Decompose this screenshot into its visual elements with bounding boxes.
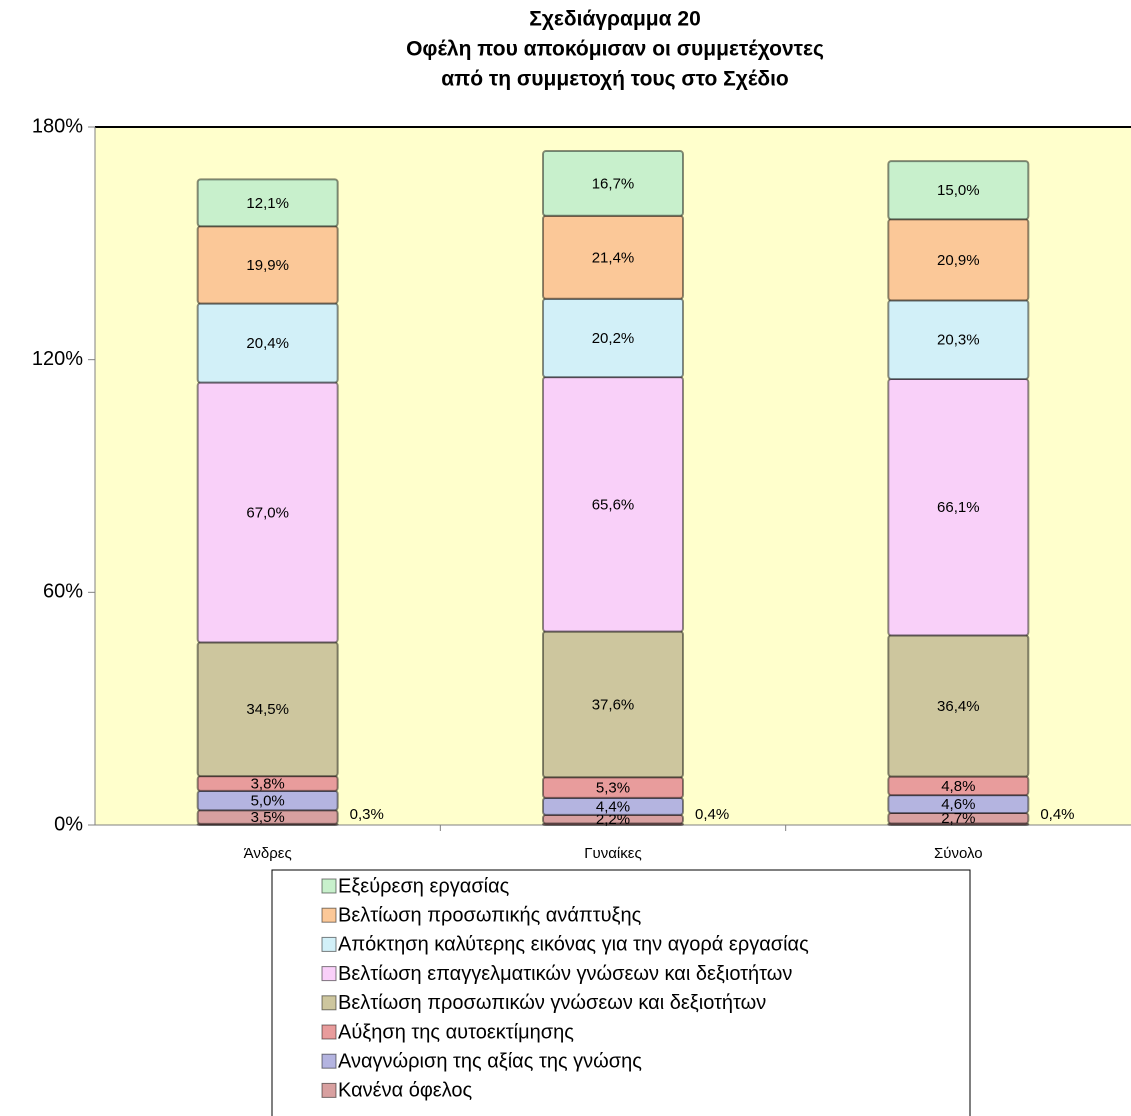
data-label: 0,4% xyxy=(695,806,729,823)
bar-segment xyxy=(887,160,1030,221)
legend-swatch xyxy=(321,966,337,982)
data-label: 5,3% xyxy=(596,780,630,797)
legend-swatch xyxy=(321,878,337,894)
legend-swatch xyxy=(321,1024,337,1040)
x-tick-label: Γυναίκες xyxy=(584,845,641,862)
bar-segment xyxy=(542,813,684,825)
legend-label: Εξεύρεση εργασίας xyxy=(338,875,510,897)
legend-label: Κανένα όφελος xyxy=(338,1080,473,1102)
chart-title: από τη συμμετοχή τους στο Σχέδιο xyxy=(441,68,789,91)
chart-title: Σχεδιάγραμμα 20 xyxy=(529,8,701,31)
y-tick-label: 60% xyxy=(43,581,83,603)
data-label: 67,0% xyxy=(246,504,289,521)
data-label: 12,1% xyxy=(246,195,289,212)
y-tick-label: 0% xyxy=(54,813,83,835)
chart-title: Οφέλη που αποκόμισαν οι συμμετέχοντες xyxy=(406,38,824,61)
data-label: 15,0% xyxy=(937,182,980,199)
legend-label: Αναγνώριση της αξίας της γνώσης xyxy=(338,1050,642,1072)
data-label: 2,2% xyxy=(596,811,630,828)
bar-segment xyxy=(196,178,339,228)
data-label: 0,4% xyxy=(1040,806,1074,823)
legend-swatch xyxy=(321,1053,337,1069)
legend-swatch xyxy=(321,907,337,923)
data-label: 21,4% xyxy=(592,249,635,266)
legend-label: Βελτίωση προσωπικών γνώσεων και δεξιοτήτ… xyxy=(338,992,766,1014)
data-label: 20,3% xyxy=(937,332,980,349)
y-tick-label: 180% xyxy=(32,115,83,137)
data-label: 5,0% xyxy=(251,793,285,810)
data-label: 65,6% xyxy=(592,496,635,513)
legend-label: Βελτίωση επαγγελματικών γνώσεων και δεξι… xyxy=(338,963,792,985)
legend-swatch xyxy=(321,995,337,1011)
data-label: 66,1% xyxy=(937,499,980,516)
legend-label: Βελτίωση προσωπικής ανάπτυξης xyxy=(338,904,642,926)
data-label: 37,6% xyxy=(592,696,635,713)
data-label: 19,9% xyxy=(246,257,289,274)
data-label: 2,7% xyxy=(941,810,975,827)
data-label: 4,6% xyxy=(941,796,975,813)
data-label: 4,8% xyxy=(941,778,975,795)
data-label: 0,3% xyxy=(350,806,384,823)
data-label: 3,5% xyxy=(251,809,285,826)
legend-swatch xyxy=(321,936,337,952)
y-tick-label: 120% xyxy=(32,348,83,370)
data-label: 36,4% xyxy=(937,698,980,715)
data-label: 34,5% xyxy=(246,701,289,718)
data-label: 20,9% xyxy=(937,252,980,269)
legend-label: Απόκτηση καλύτερης εικόνας για την αγορά… xyxy=(338,934,809,956)
data-label: 16,7% xyxy=(592,175,635,192)
data-label: 4,4% xyxy=(596,798,630,815)
data-label: 20,2% xyxy=(592,330,635,347)
data-label: 3,8% xyxy=(251,775,285,792)
legend-box xyxy=(271,869,971,1116)
data-label: 20,4% xyxy=(246,335,289,352)
bar-segment xyxy=(887,822,1030,827)
x-tick-label: Σύνολο xyxy=(934,845,983,862)
legend-label: Αύξηση της αυτοεκτίμησης xyxy=(338,1021,574,1043)
bar-segment xyxy=(542,150,684,217)
x-tick-label: Άνδρες xyxy=(244,845,292,862)
legend-swatch xyxy=(321,1082,337,1098)
